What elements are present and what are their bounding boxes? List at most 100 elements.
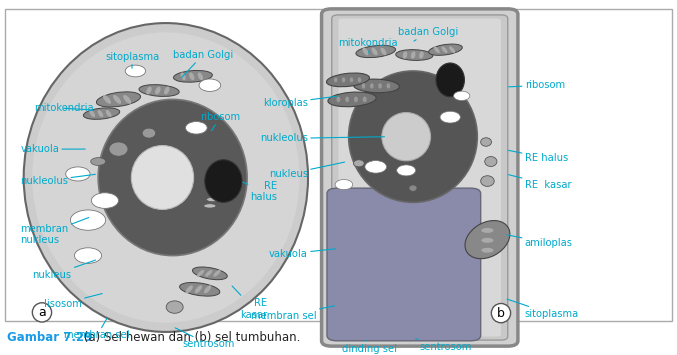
Ellipse shape	[32, 32, 299, 323]
Ellipse shape	[204, 160, 242, 202]
Text: RE halus: RE halus	[508, 151, 568, 163]
Ellipse shape	[429, 44, 462, 55]
Text: dinding sel: dinding sel	[342, 340, 397, 354]
Ellipse shape	[411, 51, 416, 59]
Ellipse shape	[206, 197, 219, 202]
Ellipse shape	[97, 110, 104, 117]
Ellipse shape	[167, 301, 183, 313]
Ellipse shape	[334, 77, 337, 82]
Ellipse shape	[481, 238, 494, 243]
Ellipse shape	[89, 110, 95, 117]
Ellipse shape	[83, 108, 120, 119]
Ellipse shape	[349, 71, 477, 202]
Text: ribosom: ribosom	[508, 80, 565, 90]
Ellipse shape	[66, 167, 90, 181]
Ellipse shape	[179, 283, 220, 296]
Text: nukleus: nukleus	[32, 260, 95, 280]
Ellipse shape	[109, 142, 128, 156]
Ellipse shape	[209, 191, 221, 195]
Ellipse shape	[353, 79, 399, 93]
Ellipse shape	[372, 48, 378, 55]
Text: b: b	[497, 307, 505, 320]
Ellipse shape	[185, 121, 207, 134]
Ellipse shape	[350, 77, 353, 82]
Ellipse shape	[204, 204, 216, 208]
Ellipse shape	[441, 47, 447, 53]
Text: Gambar 7.29: Gambar 7.29	[7, 331, 92, 344]
Text: sentrosom: sentrosom	[416, 339, 472, 352]
Text: vakuola: vakuola	[269, 249, 336, 259]
Ellipse shape	[70, 210, 106, 230]
Text: (a) Sel hewan dan (b) sel tumbuhan.: (a) Sel hewan dan (b) sel tumbuhan.	[80, 331, 301, 344]
Text: ribosom: ribosom	[200, 112, 240, 131]
Ellipse shape	[481, 176, 494, 186]
Ellipse shape	[419, 51, 424, 59]
FancyBboxPatch shape	[332, 15, 508, 340]
Text: membran
nukleus: membran nukleus	[20, 218, 89, 245]
Ellipse shape	[215, 178, 227, 182]
Ellipse shape	[481, 228, 494, 233]
Ellipse shape	[436, 63, 464, 97]
Ellipse shape	[363, 97, 367, 102]
Ellipse shape	[113, 95, 121, 104]
Ellipse shape	[354, 97, 358, 102]
Text: RE  kasar: RE kasar	[508, 175, 571, 190]
Ellipse shape	[357, 77, 362, 82]
Ellipse shape	[370, 83, 374, 89]
Ellipse shape	[173, 70, 213, 82]
Ellipse shape	[91, 193, 118, 208]
Ellipse shape	[387, 83, 390, 89]
Text: membran sel: membran sel	[64, 318, 130, 340]
Text: membran sel: membran sel	[251, 306, 334, 321]
FancyBboxPatch shape	[327, 188, 481, 341]
Ellipse shape	[131, 146, 194, 209]
Ellipse shape	[345, 97, 349, 102]
Ellipse shape	[155, 87, 160, 94]
Ellipse shape	[197, 270, 204, 277]
Ellipse shape	[382, 113, 431, 161]
Ellipse shape	[397, 165, 416, 176]
Ellipse shape	[185, 285, 193, 293]
Ellipse shape	[189, 72, 194, 80]
Ellipse shape	[362, 48, 369, 55]
Ellipse shape	[353, 160, 364, 167]
Ellipse shape	[96, 92, 141, 107]
Text: nukleolus: nukleolus	[260, 133, 385, 143]
Text: amiloplas: amiloplas	[507, 235, 573, 248]
Ellipse shape	[449, 47, 455, 53]
Text: mitokondria: mitokondria	[338, 38, 398, 53]
Ellipse shape	[142, 128, 156, 138]
Ellipse shape	[336, 97, 341, 102]
Text: sentrosom: sentrosom	[175, 328, 235, 349]
Text: badan Golgi: badan Golgi	[398, 27, 458, 41]
Ellipse shape	[409, 185, 417, 191]
Ellipse shape	[181, 72, 185, 80]
Ellipse shape	[74, 248, 102, 263]
Ellipse shape	[485, 157, 497, 166]
FancyBboxPatch shape	[5, 9, 672, 321]
Ellipse shape	[24, 23, 308, 332]
Ellipse shape	[212, 185, 224, 189]
Ellipse shape	[380, 48, 387, 55]
Ellipse shape	[440, 111, 460, 123]
Ellipse shape	[342, 77, 345, 82]
Ellipse shape	[213, 270, 221, 277]
Text: sitoplasma: sitoplasma	[105, 52, 159, 68]
Ellipse shape	[465, 220, 510, 259]
Text: nukleolus: nukleolus	[20, 174, 95, 186]
Ellipse shape	[362, 83, 366, 89]
Text: sitoplasma: sitoplasma	[507, 299, 579, 319]
Ellipse shape	[164, 87, 169, 94]
Ellipse shape	[481, 138, 492, 146]
Ellipse shape	[103, 95, 111, 104]
Text: vakuola: vakuola	[20, 144, 85, 154]
Ellipse shape	[326, 73, 370, 87]
Ellipse shape	[403, 51, 408, 59]
Text: nukleus: nukleus	[269, 162, 345, 179]
Text: a: a	[38, 306, 46, 319]
Ellipse shape	[146, 87, 152, 94]
Ellipse shape	[192, 267, 227, 280]
Text: RE
kasar: RE kasar	[232, 286, 267, 320]
Ellipse shape	[98, 99, 247, 256]
Ellipse shape	[356, 45, 395, 58]
